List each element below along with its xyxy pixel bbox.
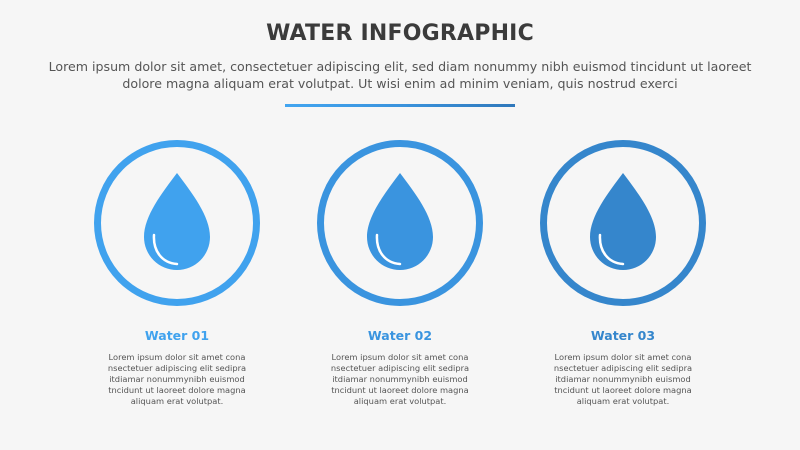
step-item-2: Water 02 Lorem ipsum dolor sit amet cona… [300,140,500,407]
step-description: Lorem ipsum dolor sit amet cona nsectetu… [330,352,470,406]
water-drop-icon [590,173,656,270]
icon-ring [94,140,260,306]
step-label: Water 01 [144,328,210,343]
step-label: Water 02 [367,328,433,343]
step-description: Lorem ipsum dolor sit amet cona nsectetu… [107,352,247,406]
water-drop-icon [144,173,210,270]
page-subtitle: Lorem ipsum dolor sit amet, consectetuer… [48,59,752,91]
title-divider [285,104,515,107]
water-drop-icon [367,173,433,270]
step-item-1: Water 01 Lorem ipsum dolor sit amet cona… [77,140,277,407]
step-description: Lorem ipsum dolor sit amet cona nsectetu… [553,352,693,406]
icon-ring [317,140,483,306]
step-item-3: Water 03 Lorem ipsum dolor sit amet cona… [523,140,723,407]
page-title: WATER INFOGRAPHIC [266,21,534,46]
step-label: Water 03 [590,328,656,343]
icon-ring [540,140,706,306]
